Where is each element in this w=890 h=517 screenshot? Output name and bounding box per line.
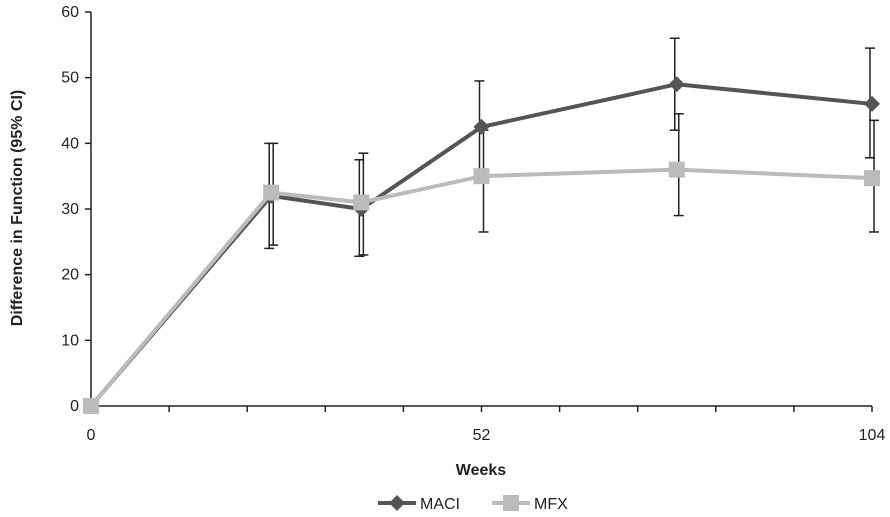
data-point [353,194,370,211]
data-point [263,184,280,201]
x-tick-label: 104 [859,427,886,444]
data-point [83,398,99,414]
y-tick-label: 60 [61,4,79,21]
markers-maci [83,76,880,414]
y-tick-label: 50 [61,70,79,87]
series-layer [83,37,880,414]
data-point [668,76,685,93]
x-tick-label: 52 [473,427,491,444]
y-tick-label: 40 [61,135,79,152]
series-line [89,167,873,408]
x-tick-label: 0 [87,427,96,444]
legend-item-maci: MACI [378,495,460,513]
legend-label: MACI [420,496,460,513]
axes [90,12,872,407]
y-ticks: 0 10 20 30 40 50 60 [61,4,91,415]
y-tick-label: 20 [61,267,79,284]
legend-item-mfx: MFX [492,495,568,513]
y-tick-label: 30 [61,201,79,218]
data-point [473,118,490,135]
y-tick-label: 10 [61,332,79,349]
series-mfx [89,113,879,408]
y-tick-label: 0 [70,398,79,415]
x-axis-title: Weeks [456,462,507,479]
data-point [864,170,880,187]
legend: MACI MFX [378,495,568,513]
data-point [668,161,685,178]
legend-label: MFX [534,496,568,513]
markers-mfx [83,161,880,414]
data-point [864,95,880,112]
legend-swatch-marker [389,495,405,511]
y-axis-title: Difference in Function (95% CI) [9,90,26,326]
data-point [473,168,490,185]
x-ticks: 0 52 104 [87,406,886,444]
legend-swatch-marker [503,495,519,511]
